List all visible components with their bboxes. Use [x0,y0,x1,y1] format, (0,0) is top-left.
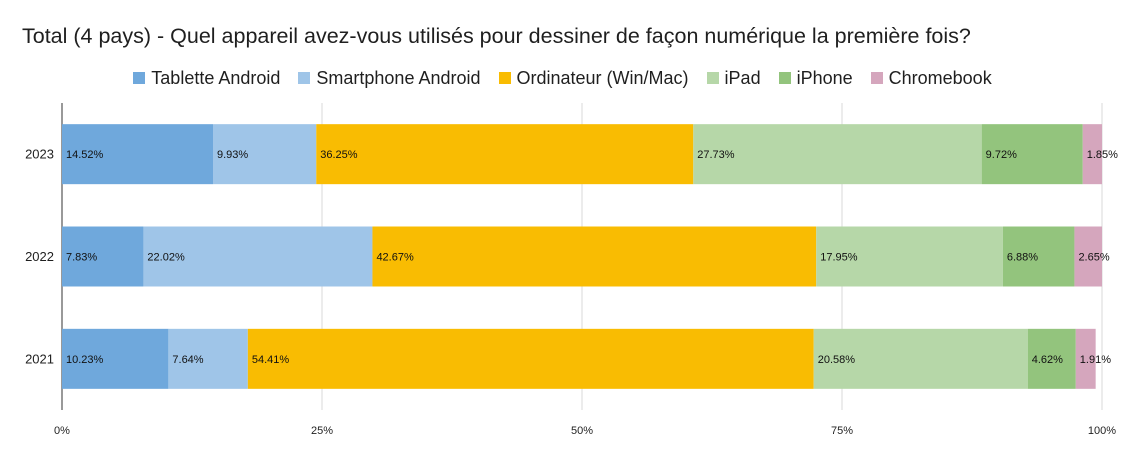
x-tick-label: 0% [54,425,70,437]
bar-segment [816,226,1003,287]
legend-swatch [778,72,791,84]
bar-segment [247,328,814,389]
data-label: 22.02% [147,252,185,264]
bar-segment [62,226,144,287]
legend-item-ordinateur: Ordinateur (Win/Mac) [498,67,689,89]
legend-label: iPhone [796,67,853,88]
data-label: 14.52% [66,149,104,161]
data-label: 9.72% [986,149,1017,161]
bar-segment [1002,226,1075,287]
bar-segment [981,124,1083,185]
data-label: 1.85% [1087,149,1118,161]
data-label: 10.23% [66,354,104,366]
data-label: 27.73% [697,149,735,161]
data-label: 9.93% [217,149,248,161]
legend-item-tablette-android: Tablette Android [133,68,280,89]
legend-label: Smartphone Android [316,67,481,88]
bar-segment [1082,124,1102,185]
legend-item-smartphone-android: Smartphone Android [298,67,481,89]
x-tick-label: 100% [1088,425,1116,437]
data-label: 17.95% [820,252,858,264]
legend-item-chromebook: Chromebook [870,67,992,89]
legend-item-iphone: iPhone [778,67,853,89]
bar-segment [1027,328,1076,389]
legend-swatch [870,72,883,84]
data-label: 4.62% [1032,354,1063,366]
bar-segment [813,328,1028,389]
legend-label: Tablette Android [151,67,281,88]
data-label: 36.25% [320,149,358,161]
bar-segment [693,124,982,185]
y-tick-label: 2021 [25,351,54,366]
data-label: 2.65% [1078,252,1109,264]
bar-segment [316,124,694,185]
legend-label: Chromebook [888,67,992,88]
bar-segment [372,226,817,287]
legend-label: iPad [724,67,761,88]
bar-segment [62,124,214,185]
data-label: 1.91% [1080,354,1111,366]
data-label: 20.58% [818,354,856,366]
bar-segment [143,226,373,287]
bar-segment [1074,226,1102,287]
legend-swatch [498,72,511,84]
x-tick-label: 50% [571,425,593,437]
data-label: 42.67% [376,252,414,264]
legend-label: Ordinateur (Win/Mac) [516,67,689,88]
bar-segment [62,328,169,389]
x-tick-label: 75% [831,425,853,437]
legend-swatch [298,72,311,84]
data-label: 7.64% [172,354,203,366]
legend-swatch [706,72,719,84]
data-label: 54.41% [252,354,290,366]
bar-segment [1075,328,1096,389]
x-tick-label: 25% [311,425,333,437]
bar-segment [213,124,317,185]
chart-title: Total (4 pays) - Quel appareil avez-vous… [22,24,971,48]
data-label: 6.88% [1007,252,1038,264]
legend-swatch [133,72,146,84]
data-label: 7.83% [66,252,97,264]
y-tick-label: 2022 [25,249,54,264]
y-tick-label: 2023 [25,147,54,162]
legend-item-ipad: iPad [706,67,761,89]
bar-segment [168,328,248,389]
legend: Tablette Android Smartphone Android Ordi… [0,66,1125,90]
